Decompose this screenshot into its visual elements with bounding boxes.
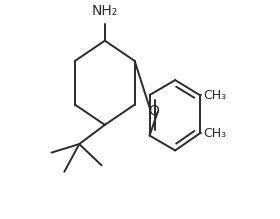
Text: CH₃: CH₃: [203, 127, 226, 140]
Text: O: O: [148, 104, 159, 118]
Text: NH₂: NH₂: [92, 4, 118, 18]
Text: CH₃: CH₃: [203, 88, 226, 102]
